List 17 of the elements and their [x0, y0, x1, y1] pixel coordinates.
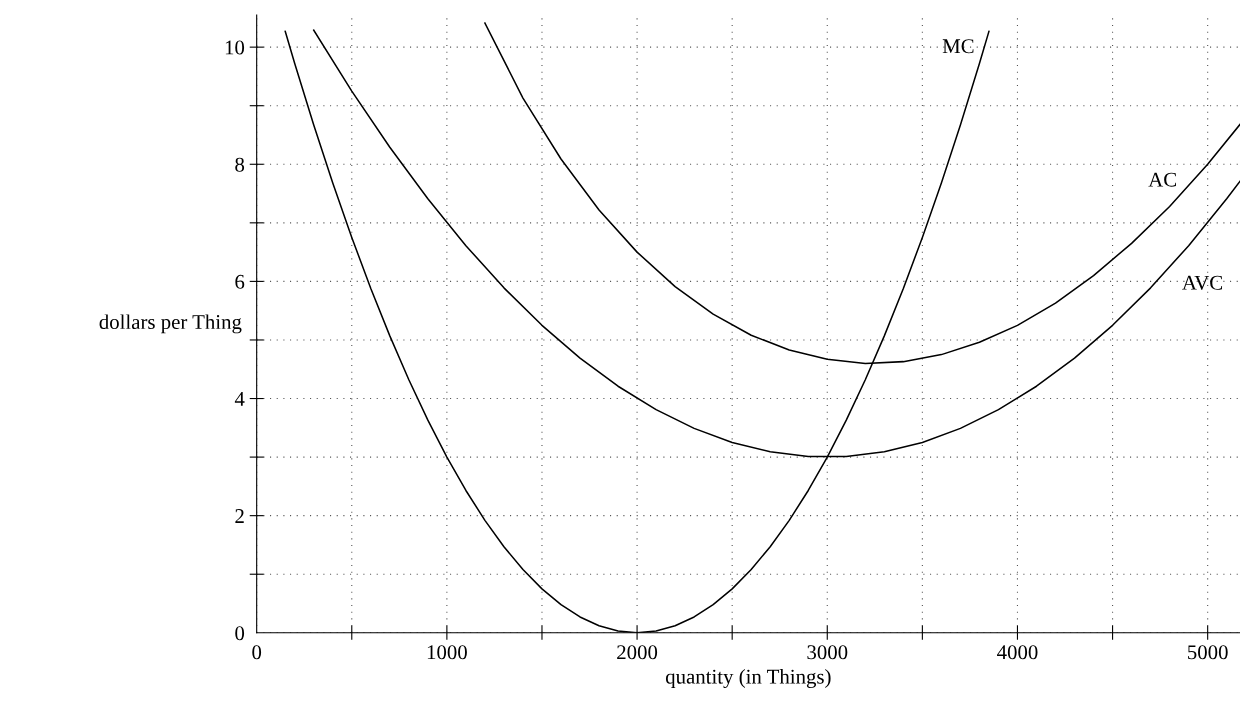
- series-label: AC: [1148, 172, 1176, 187]
- x-tick-label: 2000: [617, 645, 658, 660]
- x-tick-label: 3000: [807, 645, 848, 660]
- x-axis-title: quantity (in Things): [665, 669, 831, 688]
- series-label: AVC: [1182, 275, 1223, 290]
- y-axis-title: dollars per Thing: [99, 314, 242, 334]
- y-tick-label: 0: [235, 626, 245, 641]
- x-tick-label: 4000: [997, 645, 1038, 660]
- series-label: MC: [942, 39, 974, 54]
- x-tick-label: 1000: [427, 645, 467, 660]
- y-tick-label: 10: [225, 40, 245, 55]
- x-tick-label: 5000: [1188, 645, 1228, 660]
- y-tick-label: 8: [235, 157, 245, 172]
- x-tick-label: 0: [252, 645, 262, 660]
- y-tick-label: 2: [235, 509, 244, 523]
- y-tick-label: 4: [234, 392, 245, 406]
- y-tick-label: 6: [235, 274, 245, 289]
